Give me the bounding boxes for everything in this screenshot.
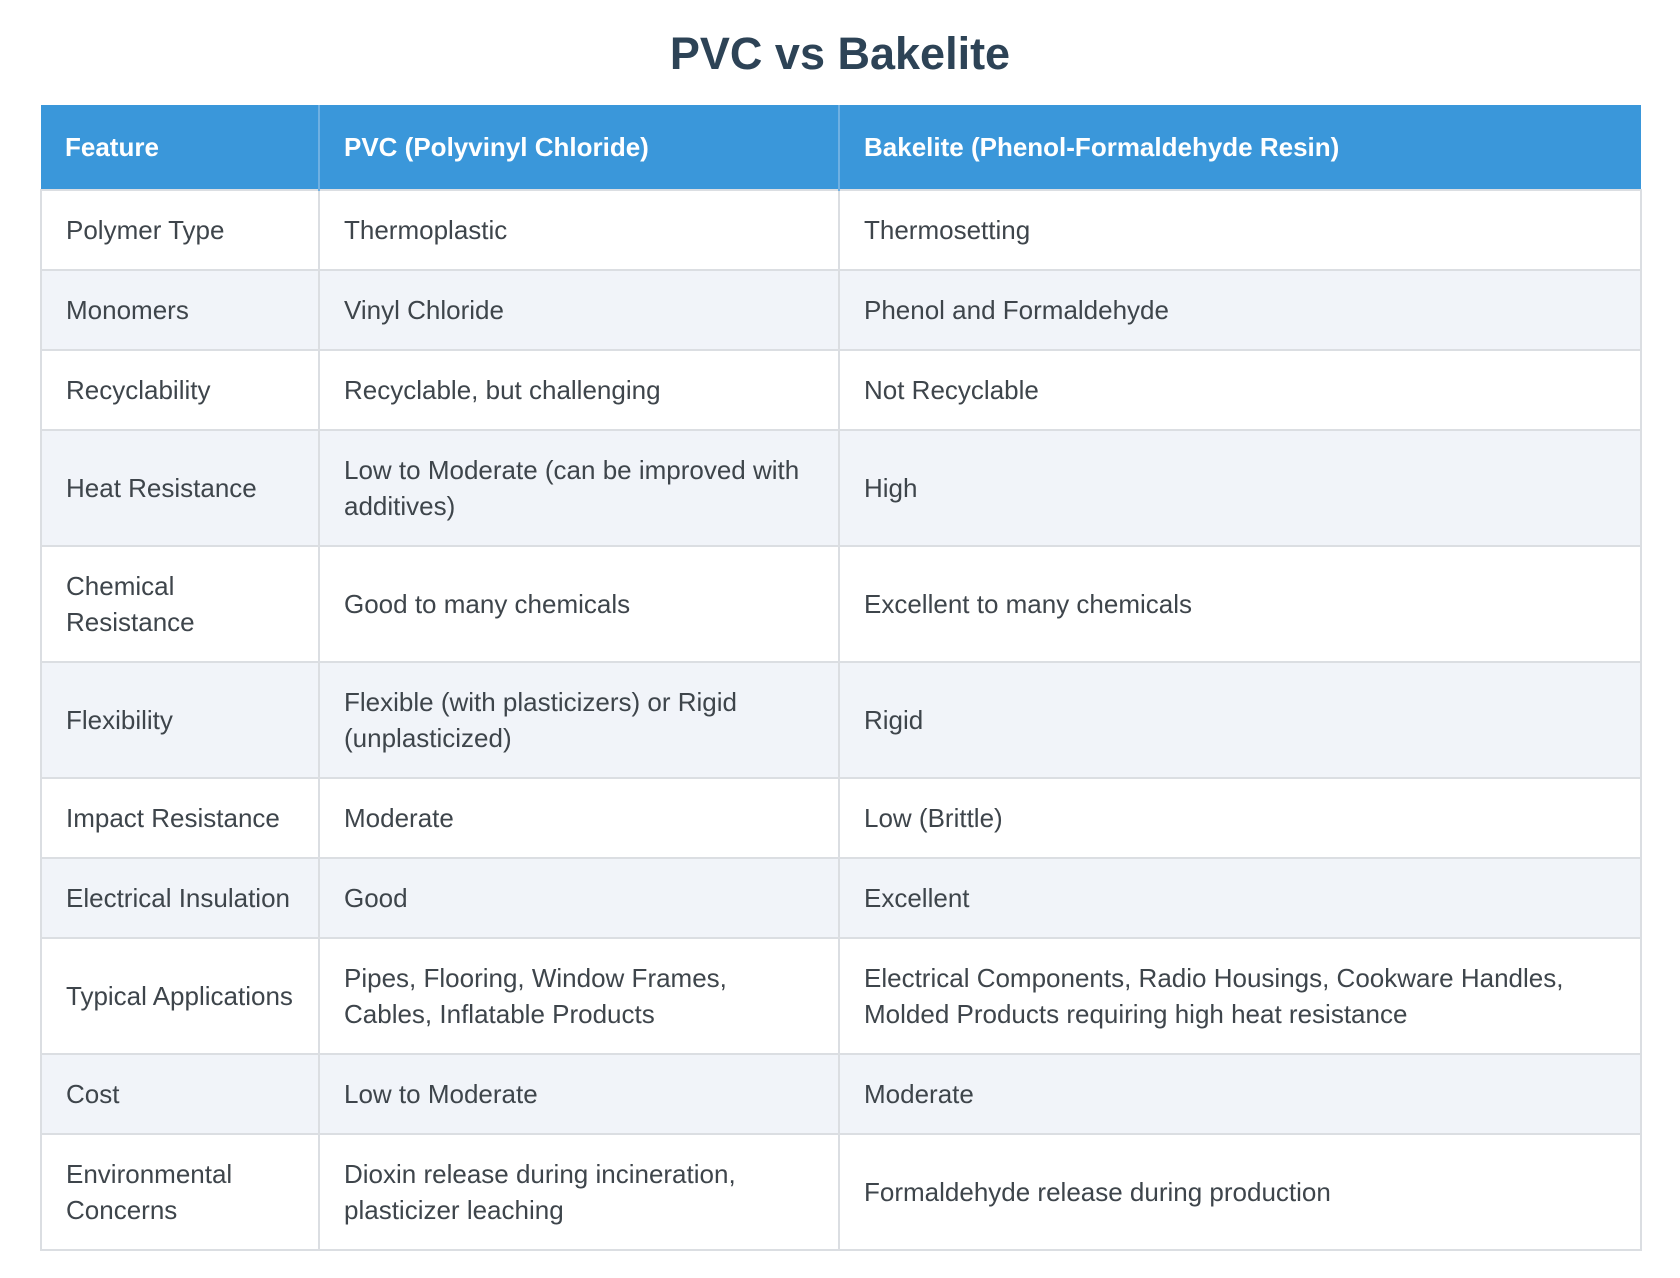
- feature-cell: Monomers: [40, 268, 320, 351]
- feature-cell: Chemical Resistance: [40, 544, 320, 663]
- bakelite-cell: Low (Brittle): [838, 776, 1642, 859]
- column-header-bakelite: Bakelite (Phenol-Formaldehyde Resin): [838, 104, 1641, 190]
- header-row: Feature PVC (Polyvinyl Chloride) Bakelite …: [41, 104, 1641, 190]
- table-row: Typical Applications Pipes, Flooring, Win…: [40, 936, 1642, 1055]
- table-row: Polymer Type Thermoplastic Thermosetting: [40, 188, 1642, 271]
- pvc-cell: Good to many chemicals: [318, 544, 840, 663]
- table-row: Electrical Insulation Good Excellent: [40, 856, 1642, 939]
- pvc-cell: Moderate: [318, 776, 840, 859]
- feature-cell: Typical Applications: [40, 936, 320, 1055]
- table-row: Heat Resistance Low to Moderate (can be i…: [40, 428, 1642, 547]
- column-header-pvc: PVC (Polyvinyl Chloride): [318, 104, 839, 190]
- feature-cell: Impact Resistance: [40, 776, 320, 859]
- pvc-cell: Flexible (with plasticizers) or Rigid (u…: [318, 660, 840, 779]
- feature-cell: Electrical Insulation: [40, 856, 320, 939]
- page-title: PVC vs Bakelite: [669, 28, 1011, 79]
- bakelite-cell: Excellent: [838, 856, 1642, 939]
- feature-cell: Flexibility: [40, 660, 320, 779]
- pvc-cell: Good: [318, 856, 840, 939]
- pvc-cell: Dioxin release during incineration, plas…: [318, 1132, 840, 1251]
- feature-cell: Recyclability: [40, 348, 320, 431]
- table-row: Impact Resistance Moderate Low (Brittle): [40, 776, 1642, 859]
- table-body: Polymer Type Thermoplastic Thermosetting Mo…: [40, 188, 1642, 1251]
- bakelite-cell: High: [838, 428, 1642, 547]
- bakelite-cell: Not Recyclable: [838, 348, 1642, 431]
- table-row: Recyclability Recyclable, but challenging…: [40, 348, 1642, 431]
- table-row: Environmental Concerns Dioxin release dur…: [40, 1132, 1642, 1251]
- table-row: Cost Low to Moderate Moderate: [40, 1052, 1642, 1135]
- column-header-feature: Feature: [41, 104, 319, 190]
- table-row: Flexibility Flexible (with plasticizers) …: [40, 660, 1642, 779]
- feature-cell: Cost: [40, 1052, 320, 1135]
- pvc-cell: Low to Moderate: [318, 1052, 840, 1135]
- pvc-cell: Recyclable, but challenging: [318, 348, 840, 431]
- bakelite-cell: Excellent to many chemicals: [838, 544, 1642, 663]
- pvc-cell: Low to Moderate (can be improved with ad…: [318, 428, 840, 547]
- bakelite-cell: Phenol and Formaldehyde: [838, 268, 1642, 351]
- feature-cell: Environmental Concerns: [40, 1132, 320, 1251]
- pvc-cell: Thermoplastic: [318, 188, 840, 271]
- table-row: Monomers Vinyl Chloride Phenol and Formald…: [40, 268, 1642, 351]
- bakelite-cell: Thermosetting: [838, 188, 1642, 271]
- comparison-table: Feature PVC (Polyvinyl Chloride) Bakelite …: [40, 104, 1642, 1251]
- bakelite-cell: Rigid: [838, 660, 1642, 779]
- bakelite-cell: Formaldehyde release during production: [838, 1132, 1642, 1251]
- bakelite-cell: Moderate: [838, 1052, 1642, 1135]
- bakelite-cell: Electrical Components, Radio Housings, C…: [838, 936, 1642, 1055]
- table-row: Chemical Resistance Good to many chemical…: [40, 544, 1642, 663]
- feature-cell: Heat Resistance: [40, 428, 320, 547]
- table-head: Feature PVC (Polyvinyl Chloride) Bakelite …: [41, 104, 1641, 190]
- pvc-cell: Vinyl Chloride: [318, 268, 840, 351]
- feature-cell: Polymer Type: [40, 188, 320, 271]
- pvc-cell: Pipes, Flooring, Window Frames, Cables, …: [318, 936, 840, 1055]
